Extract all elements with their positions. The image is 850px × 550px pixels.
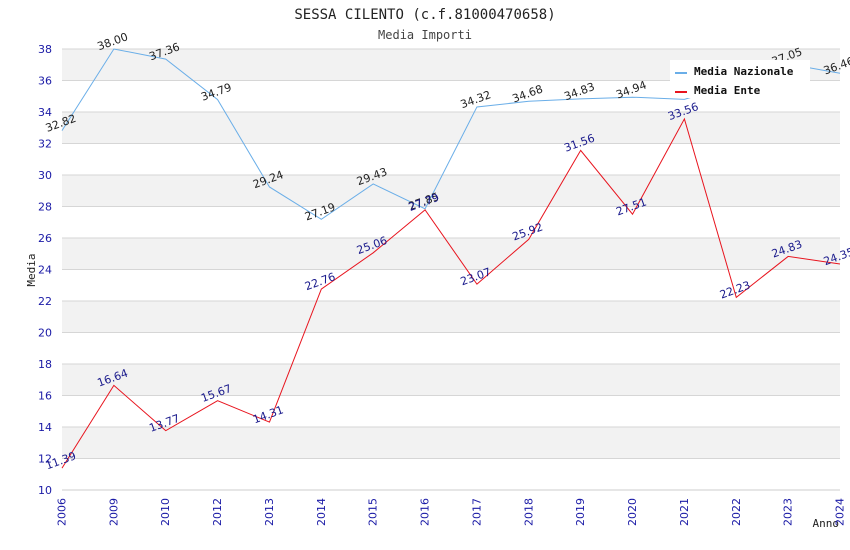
grid-band <box>62 112 840 144</box>
y-tick-label: 32 <box>38 138 52 151</box>
gridlines <box>62 48 840 491</box>
grid-band <box>62 206 840 238</box>
legend-label-media-nazionale: Media Nazionale <box>694 65 794 78</box>
x-tick-label: 2012 <box>211 498 224 526</box>
y-tick-label: 18 <box>38 358 52 371</box>
series-line-media-ente <box>61 117 841 469</box>
x-tick-label: 2009 <box>107 498 120 526</box>
legend: Media Nazionale Media Ente <box>670 60 810 98</box>
legend-label-media-ente: Media Ente <box>694 84 761 97</box>
y-tick-label: 14 <box>38 421 52 434</box>
y-tick-label: 30 <box>38 169 52 182</box>
y-tick-label: 34 <box>38 106 52 119</box>
y-axis-label: Media <box>25 253 38 286</box>
y-tick-labels: 10 12 14 16 18 20 22 24 26 28 30 32 34 36 38 <box>38 43 52 497</box>
x-tick-label: 2019 <box>574 498 587 526</box>
y-tick-label: 12 <box>38 453 52 466</box>
x-tick-label: 2013 <box>263 498 276 526</box>
y-tick-label: 10 <box>38 484 52 497</box>
y-tick-label: 16 <box>38 390 52 403</box>
y-tick-label: 22 <box>38 295 52 308</box>
x-tick-label: 2016 <box>419 498 432 526</box>
grid-band <box>62 458 840 490</box>
grid-band <box>62 427 840 459</box>
grid-band <box>62 175 840 207</box>
legend-box <box>670 60 810 98</box>
x-tick-label: 2022 <box>730 498 743 526</box>
x-tick-label: 2020 <box>626 498 639 526</box>
x-tick-label: 2010 <box>159 498 172 526</box>
y-tick-label: 24 <box>38 264 52 277</box>
y-tick-label: 28 <box>38 201 52 214</box>
y-tick-label: 20 <box>38 327 52 340</box>
chart-subtitle: Media Importi <box>378 28 472 42</box>
y-tick-label: 26 <box>38 232 52 245</box>
x-tick-label: 2015 <box>367 498 380 526</box>
grid-band <box>62 332 840 364</box>
chart-title: SESSA CILENTO (c.f.81000470658) <box>294 7 555 23</box>
x-tick-labels: 2006 2009 2010 2012 2013 2014 2015 2016 2017 2018… <box>56 498 847 526</box>
x-tick-label: 2021 <box>678 498 691 526</box>
grid-band <box>62 143 840 175</box>
x-tick-label: 2023 <box>782 498 795 526</box>
y-tick-label: 38 <box>38 43 52 56</box>
x-tick-label: 2024 <box>834 498 847 526</box>
x-tick-label: 2017 <box>470 498 483 526</box>
x-tick-label: 2006 <box>56 498 69 526</box>
x-axis-label: Anno <box>813 517 840 530</box>
plot-background-bands <box>62 49 840 490</box>
y-tick-label: 36 <box>38 75 52 88</box>
grid-band <box>62 238 840 270</box>
grid-band <box>62 395 840 427</box>
grid-band <box>62 269 840 301</box>
x-tick-label: 2018 <box>522 498 535 526</box>
x-tick-label: 2014 <box>315 498 328 526</box>
grid-band <box>62 301 840 333</box>
grid-band <box>62 364 840 396</box>
